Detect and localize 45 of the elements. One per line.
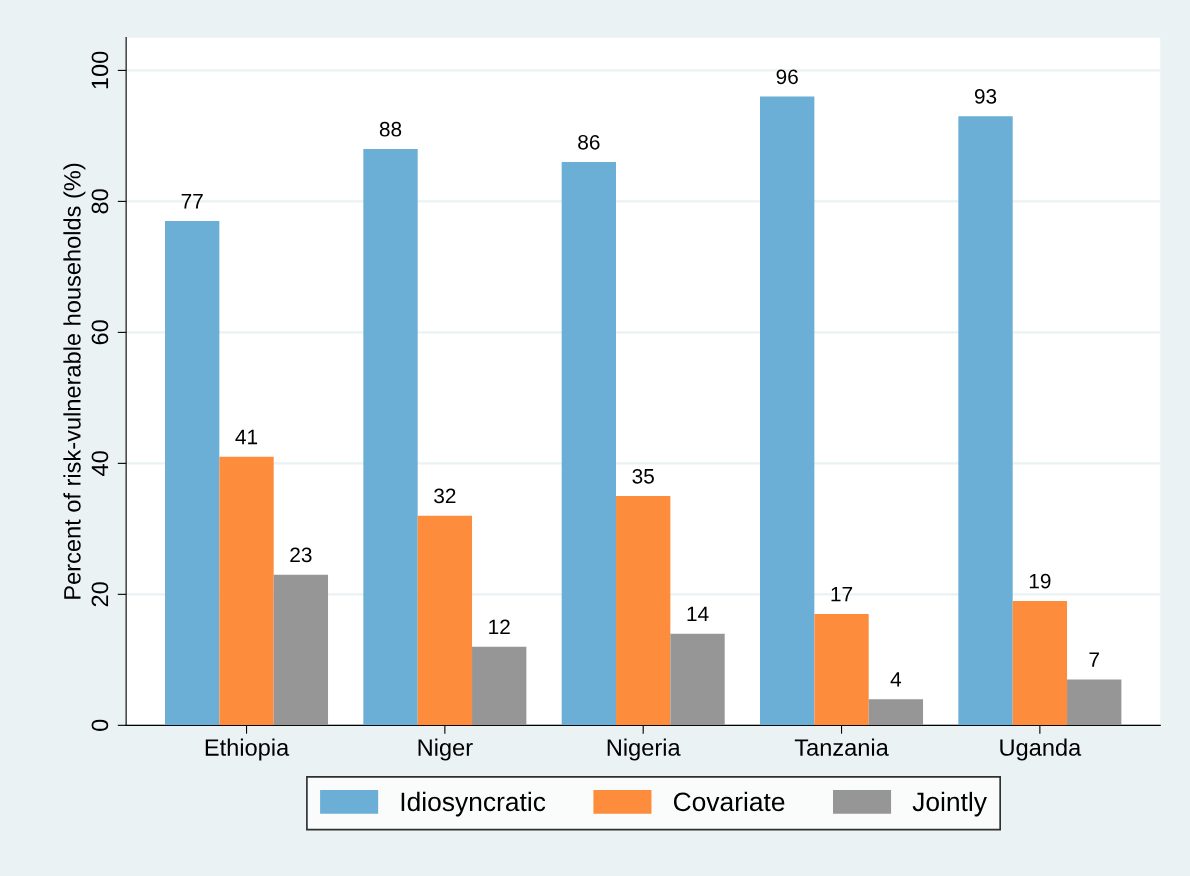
x-tick-label: Nigeria [607, 738, 681, 761]
data-label: 96 [776, 69, 798, 85]
y-tick-label: 100 [91, 51, 109, 89]
data-label: 17 [831, 587, 853, 602]
bar [616, 496, 671, 726]
data-label: 4 [890, 672, 902, 687]
data-label: 32 [434, 488, 456, 504]
y-axis-title: Percent of risk-vulnerable households (%) [63, 163, 86, 599]
legend-label: Covariate [673, 791, 785, 812]
y-tick-label: 60 [91, 320, 109, 345]
y-tick-label: 0 [91, 719, 109, 731]
data-label: 88 [379, 121, 402, 137]
bar [760, 96, 815, 726]
data-label: 93 [974, 89, 997, 104]
bar [1012, 600, 1068, 726]
bar [561, 162, 617, 726]
bar [868, 699, 924, 726]
bar [219, 456, 274, 726]
data-label: 12 [489, 619, 510, 635]
data-label: 23 [290, 547, 312, 563]
bar [670, 633, 725, 726]
data-label: 77 [181, 194, 203, 209]
x-tick-label: Uganda [1000, 738, 1082, 761]
data-label: 41 [235, 429, 258, 445]
bar [165, 221, 220, 726]
y-tick-label: 40 [91, 451, 109, 476]
x-tick-label: Tanzania [794, 738, 889, 756]
bar [1067, 679, 1122, 726]
legend-label: Idiosyncratic [401, 791, 546, 817]
data-label: 7 [1089, 652, 1099, 667]
bar [472, 646, 527, 726]
bar [273, 574, 329, 726]
x-tick-label: Ethiopia [205, 738, 290, 761]
bar [814, 613, 869, 726]
data-label: 35 [632, 468, 654, 484]
y-tick-label: 80 [91, 189, 109, 214]
data-label: 19 [1029, 573, 1051, 589]
legend-label: Jointly [912, 791, 987, 817]
bar [363, 149, 418, 726]
bar [958, 116, 1013, 726]
x-tick-label: Niger [418, 738, 473, 761]
y-tick-label: 20 [91, 582, 109, 607]
data-label: 14 [687, 606, 709, 621]
bar [417, 515, 473, 726]
data-label: 86 [578, 134, 600, 150]
